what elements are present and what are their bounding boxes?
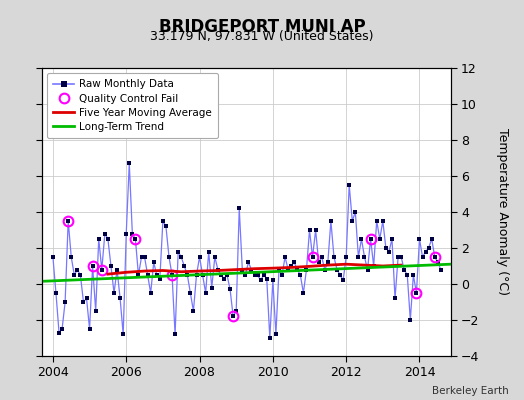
Text: Berkeley Earth: Berkeley Earth [432,386,508,396]
Text: BRIDGEPORT MUNI AP: BRIDGEPORT MUNI AP [159,18,365,36]
Text: 33.179 N, 97.831 W (United States): 33.179 N, 97.831 W (United States) [150,30,374,43]
Y-axis label: Temperature Anomaly (°C): Temperature Anomaly (°C) [496,128,509,296]
Legend: Raw Monthly Data, Quality Control Fail, Five Year Moving Average, Long-Term Tren: Raw Monthly Data, Quality Control Fail, … [47,73,219,138]
